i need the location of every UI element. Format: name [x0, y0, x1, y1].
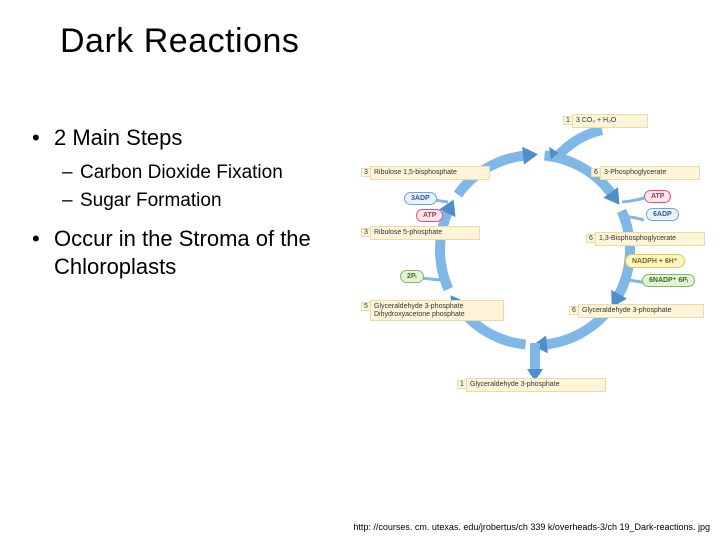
- bullet-main-2: • Occur in the Stroma of the Chloroplast…: [32, 225, 372, 280]
- bullet-text: Sugar Formation: [80, 190, 222, 213]
- bullet-sub-1: – Carbon Dioxide Fixation: [32, 162, 372, 185]
- cofactor-pill: 6ADP: [646, 208, 679, 221]
- bullet-content: • 2 Main Steps – Carbon Dioxide Fixation…: [32, 124, 372, 290]
- cofactor-pill: NADPH + 6H⁺: [625, 254, 685, 268]
- diagram-box: Ribulose 1,5-bisphosphate: [370, 166, 490, 180]
- diagram-box: Glyceraldehyde 3-phosphate: [466, 378, 606, 392]
- cofactor-pill: 3ADP: [404, 192, 437, 205]
- slide-title: Dark Reactions: [60, 22, 299, 61]
- bullet-sub-2: – Sugar Formation: [32, 190, 372, 213]
- bullet-text: Occur in the Stroma of the Chloroplasts: [54, 225, 372, 280]
- dash-marker: –: [62, 190, 80, 213]
- bullet-marker: •: [32, 124, 54, 152]
- slide: Dark Reactions • 2 Main Steps – Carbon D…: [0, 0, 720, 540]
- dash-marker: –: [62, 162, 80, 185]
- cofactor-pill: ATP: [416, 209, 443, 222]
- cofactor-pill: ATP: [644, 190, 671, 203]
- diagram-box: 3 CO₂ + H₂O: [572, 114, 648, 128]
- cofactor-pill: 6NADP⁺ 6Pᵢ: [642, 274, 695, 287]
- image-source-url: http: //courses. cm. utexas. edu/jrobert…: [353, 522, 710, 532]
- bullet-main-1: • 2 Main Steps: [32, 124, 372, 152]
- bullet-marker: •: [32, 225, 54, 280]
- diagram-box: 3-Phosphoglycerate: [600, 166, 700, 180]
- diagram-box: Glyceraldehyde 3-phosphate Dihydroxyacet…: [370, 300, 504, 321]
- diagram-box: Glyceraldehyde 3-phosphate: [578, 304, 704, 318]
- bullet-text: Carbon Dioxide Fixation: [80, 162, 283, 185]
- bullet-text: 2 Main Steps: [54, 124, 182, 152]
- cofactor-pill: 2Pᵢ: [400, 270, 424, 283]
- diagram-box: Ribulose 5-phosphate: [370, 226, 480, 240]
- calvin-cycle-diagram: 13 CO₂ + H₂O3Ribulose 1,5-bisphosphate3R…: [370, 110, 700, 400]
- diagram-box: 1,3-Bisphosphoglycerate: [595, 232, 705, 246]
